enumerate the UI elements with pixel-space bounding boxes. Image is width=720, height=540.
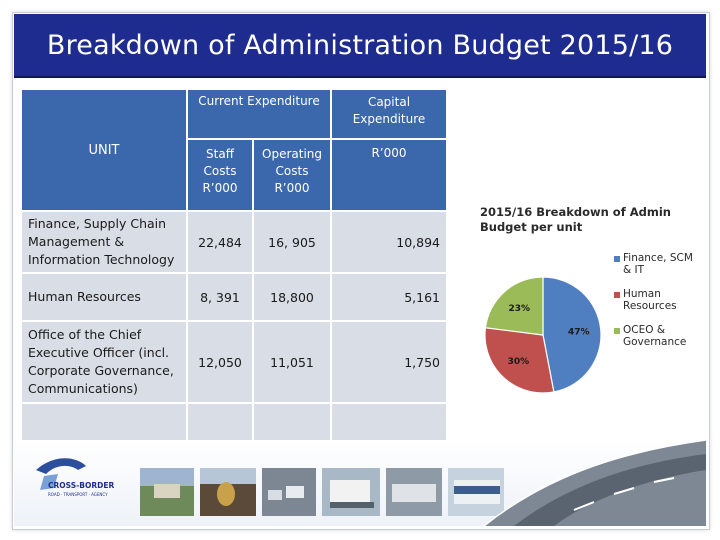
row-operating: 11,051 xyxy=(270,354,314,370)
row-staff-cell: 12,050 xyxy=(186,320,254,404)
chart-legend: Finance, SCM & IT Human Resources OCEO & G… xyxy=(614,252,704,360)
footer-banner: CROSS-BORDER ROAD · TRANSPORT · AGENCY xyxy=(14,440,706,526)
current-expenditure-header-cell: Current Expenditure xyxy=(186,88,332,140)
row-unit-cell: Finance, Supply Chain Management & Infor… xyxy=(20,210,188,274)
capital-unit-header-cell: R’000 xyxy=(330,138,448,212)
unit-header-cell: UNIT xyxy=(20,88,188,212)
current-expenditure-header: Current Expenditure xyxy=(198,94,320,108)
table-row: Human Resources 8, 391 18,800 5,161 xyxy=(20,272,448,322)
legend-swatch xyxy=(614,292,620,298)
row-operating-cell: 18,800 xyxy=(252,272,332,322)
pie-chart: 47% 30% 23% xyxy=(484,276,602,394)
staff-costs-header-cell: Staff Costs R’000 xyxy=(186,138,254,212)
pie-slice xyxy=(542,276,602,393)
row-capital: 10,894 xyxy=(396,234,440,250)
logo-text: CROSS-BORDER xyxy=(48,481,114,490)
capital-expenditure-header: Capital Expenditure xyxy=(352,95,426,126)
legend-item: Human Resources xyxy=(614,288,704,312)
row-operating-cell: 11,051 xyxy=(252,320,332,404)
row-staff-cell: 8, 391 xyxy=(186,272,254,322)
row-unit: Human Resources xyxy=(28,289,141,304)
pie-data-label: 47% xyxy=(568,328,590,338)
row-staff-cell: 22,484 xyxy=(186,210,254,274)
road-graphic xyxy=(483,440,706,526)
row-unit: Office of the Chief Executive Officer (i… xyxy=(28,327,174,396)
logo-subtext: ROAD · TRANSPORT · AGENCY xyxy=(48,492,108,497)
row-staff: 8, 391 xyxy=(200,289,240,305)
title-bar: Breakdown of Administration Budget 2015/… xyxy=(14,14,706,78)
row-staff: 22,484 xyxy=(198,234,242,250)
row-unit-cell: Office of the Chief Executive Officer (i… xyxy=(20,320,188,404)
chart-title: 2015/16 Breakdown of Admin Budget per un… xyxy=(480,205,671,234)
row-unit-cell xyxy=(20,402,188,446)
legend-label: Human Resources xyxy=(623,288,677,312)
staff-costs-header: Staff Costs R’000 xyxy=(202,147,238,195)
row-staff-cell xyxy=(186,402,254,446)
row-unit-cell: Human Resources xyxy=(20,272,188,322)
photo-strip xyxy=(140,468,504,516)
operating-costs-header: Operating Costs R’000 xyxy=(262,147,322,195)
legend-swatch xyxy=(614,256,620,262)
row-capital-cell: 5,161 xyxy=(330,272,448,322)
row-operating-cell xyxy=(252,402,332,446)
slide-title: Breakdown of Administration Budget 2015/… xyxy=(46,29,674,61)
row-capital-cell: 1,750 xyxy=(330,320,448,404)
operating-costs-header-cell: Operating Costs R’000 xyxy=(252,138,332,212)
capital-expenditure-header-cell: Capital Expenditure xyxy=(330,88,448,140)
row-operating: 16, 905 xyxy=(268,234,316,250)
legend-item: Finance, SCM & IT xyxy=(614,252,704,276)
legend-label: OCEO & Governance xyxy=(623,324,687,348)
pie-data-label: 23% xyxy=(508,304,530,314)
row-capital: 5,161 xyxy=(404,289,440,305)
row-operating-cell: 16, 905 xyxy=(252,210,332,274)
table-row: Office of the Chief Executive Officer (i… xyxy=(20,320,448,404)
row-staff: 12,050 xyxy=(198,354,242,370)
legend-item: OCEO & Governance xyxy=(614,324,704,348)
row-capital-cell: 10,894 xyxy=(330,210,448,274)
row-capital: 1,750 xyxy=(404,354,440,370)
unit-header: UNIT xyxy=(88,142,120,158)
legend-label: Finance, SCM & IT xyxy=(623,252,693,276)
capital-unit-header: R’000 xyxy=(371,146,407,160)
cross-border-logo: CROSS-BORDER ROAD · TRANSPORT · AGENCY xyxy=(36,458,114,497)
budget-table: UNIT Current Expenditure Capital Expendi… xyxy=(20,88,448,446)
row-capital-cell xyxy=(330,402,448,446)
pie-data-label: 30% xyxy=(508,357,530,367)
table-row xyxy=(20,402,448,446)
pie-slice xyxy=(484,327,555,394)
row-unit: Finance, Supply Chain Management & Infor… xyxy=(28,216,175,267)
pie-slice xyxy=(484,276,544,336)
row-operating: 18,800 xyxy=(270,289,314,305)
legend-swatch xyxy=(614,328,620,334)
table-row: Finance, Supply Chain Management & Infor… xyxy=(20,210,448,274)
